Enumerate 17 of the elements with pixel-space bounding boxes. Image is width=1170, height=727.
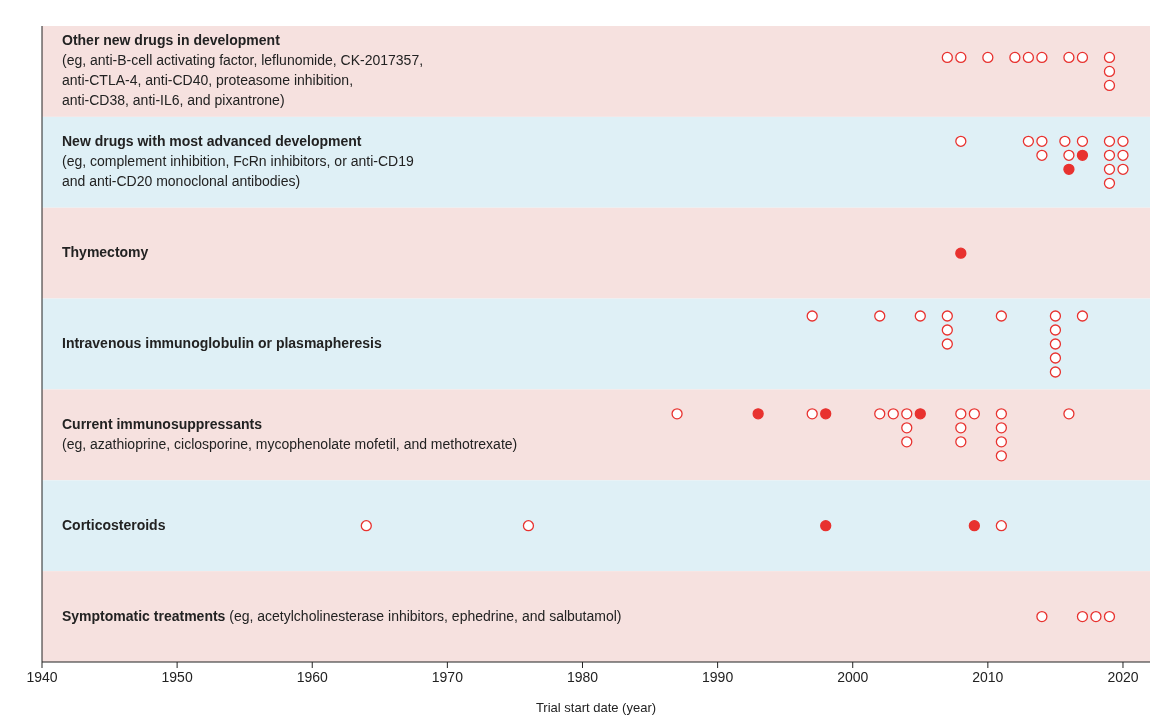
x-tick-label: 1950 [161,669,193,685]
y-tick-label: Current immunosuppressants (eg, azathioprine, ciclosporine, mycophenolate mofetil, and methotrexate) [62,415,518,452]
x-tick-label: 1990 [702,669,734,685]
x-tick-label: 2010 [972,669,1004,685]
y-tick-label: New drugs with most advanced development (eg, complement inhibition, FcRn inhibitors, or anti-CD19 and anti-CD20 monoclonal antibodies) [62,132,414,189]
x-tick-label: 2000 [837,669,869,685]
x-tick-label: 1980 [566,669,599,685]
y-tick-label: Other new drugs in development (eg, anti-B-cell activating factor, leflunomide, CK-2017357, anti-CTLA-4, anti-CD40, proteasome inhibition, anti-CD38, anti-IL6, and pixantrone) [62,32,424,109]
y-tick-label: Thymectomy [62,243,149,260]
x-tick-label: 2020 [1107,669,1139,685]
y-tick-label: Symptomatic treatments (eg, acetylcholinesterase inhibitors, ephedrine, and salbutamol) [62,607,622,624]
x-tick-label: 1970 [431,669,464,685]
y-tick-label: Intravenous immunoglobulin or plasmapheresis [62,334,382,351]
x-tick-label: 1960 [296,669,329,685]
y-tick-label: Corticosteroids [62,516,166,533]
x-axis-title: Trial start date (year) [535,700,657,715]
x-tick-label: 1940 [26,669,58,685]
